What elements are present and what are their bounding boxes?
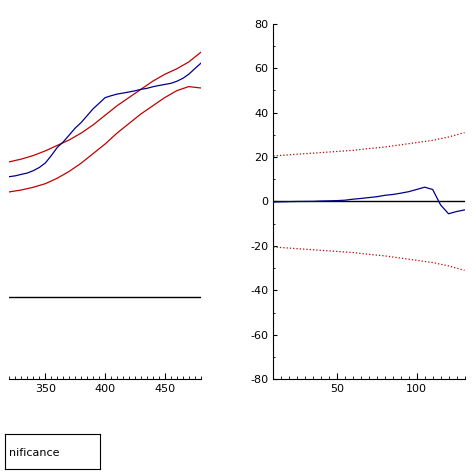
Text: nificance: nificance xyxy=(9,448,60,458)
